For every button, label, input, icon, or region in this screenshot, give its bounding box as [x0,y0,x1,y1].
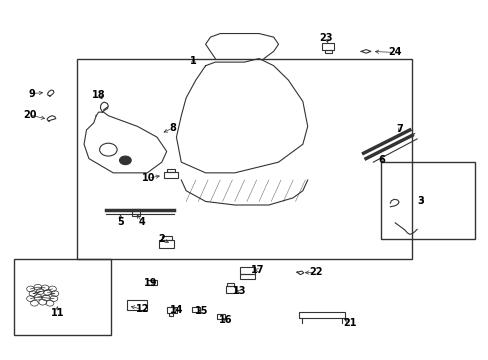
Text: 5: 5 [117,217,123,227]
Bar [298,312,345,318]
Bar [168,313,172,316]
Text: 1: 1 [190,57,196,66]
Text: 14: 14 [169,305,183,315]
Text: 4: 4 [139,217,145,227]
Bar [126,300,147,310]
Bar [162,236,171,240]
Bar [322,43,334,50]
Text: 6: 6 [377,156,384,165]
Text: 2: 2 [158,234,165,244]
Text: 23: 23 [319,33,332,43]
Bar [166,307,177,313]
Bar [164,172,178,178]
Bar [239,267,255,274]
Bar [239,274,255,279]
Bar [226,283,233,286]
Text: 17: 17 [251,265,264,275]
Bar [192,307,200,312]
Circle shape [119,156,131,165]
Bar [166,169,175,172]
Text: 21: 21 [343,318,357,328]
Text: 11: 11 [50,308,64,318]
Text: 19: 19 [144,278,158,288]
Bar [324,50,331,53]
Text: 7: 7 [396,124,403,134]
Bar [14,258,111,336]
Bar [131,209,140,216]
Text: 18: 18 [92,90,105,100]
Text: 13: 13 [232,287,246,296]
Text: 16: 16 [219,315,232,325]
Text: 10: 10 [141,173,155,183]
Text: 8: 8 [169,123,176,133]
Text: 12: 12 [135,304,149,314]
Bar [225,286,234,293]
Text: 3: 3 [417,197,424,206]
Text: 15: 15 [195,306,208,316]
Bar [77,59,411,258]
Text: 24: 24 [387,48,401,58]
Text: 22: 22 [309,267,323,277]
Text: 9: 9 [28,89,35,99]
Text: 20: 20 [23,110,36,120]
Bar [159,240,174,248]
Bar [147,280,157,285]
Bar [380,162,474,239]
Bar [217,314,224,319]
